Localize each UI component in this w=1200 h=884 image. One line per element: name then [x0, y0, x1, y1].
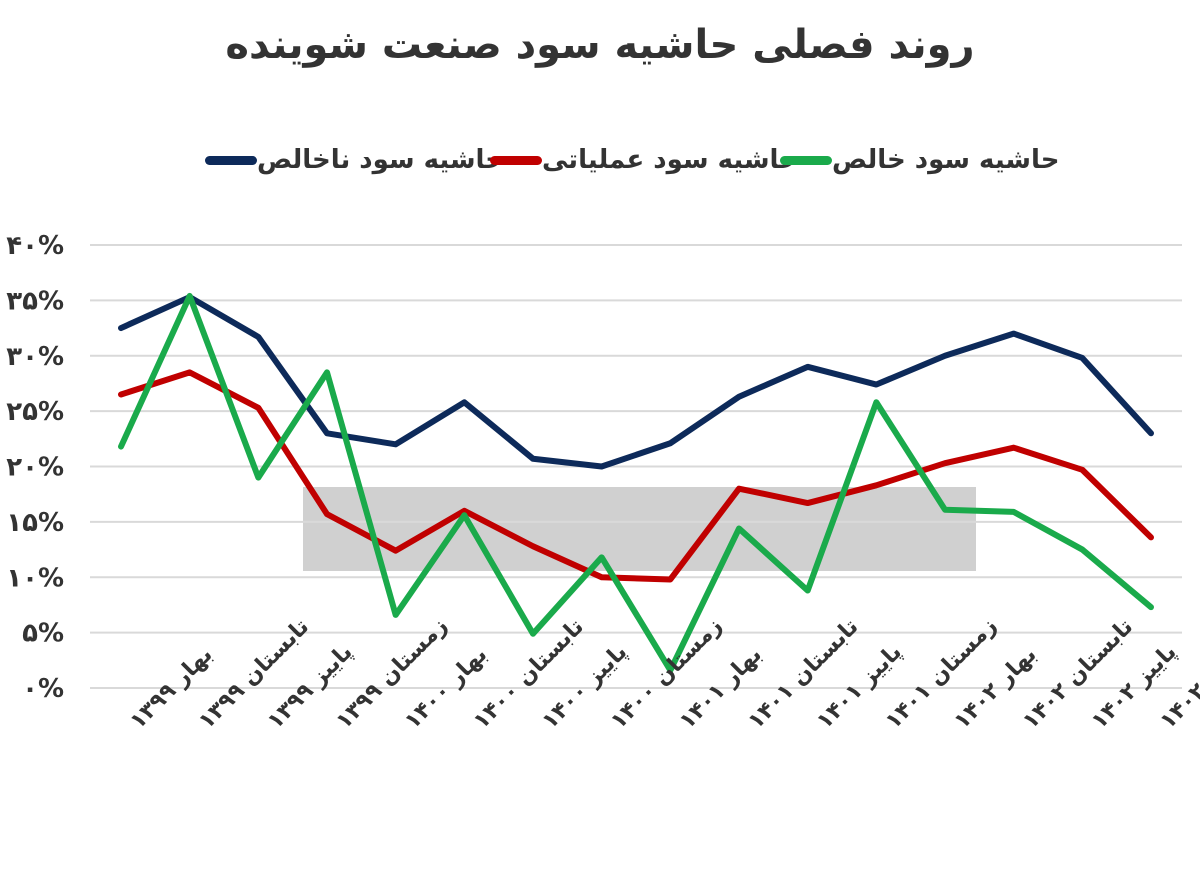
- data-point: [256, 334, 261, 339]
- data-point: [874, 400, 879, 405]
- data-point: [599, 555, 604, 560]
- data-point: [943, 353, 947, 358]
- data-point: [393, 442, 398, 447]
- data-point: [599, 464, 604, 469]
- grid-lines: [90, 244, 1182, 689]
- y-tick-label: ۰%: [22, 674, 64, 704]
- y-tick-label: ۱۰%: [6, 563, 64, 593]
- data-point: [462, 508, 467, 513]
- legend-item-operating: حاشیه سود عملیاتی: [490, 138, 798, 182]
- y-tick-label: ۵%: [22, 619, 64, 649]
- legend-swatch-net: [780, 155, 832, 165]
- data-point: [668, 577, 673, 582]
- data-point: [1149, 535, 1153, 540]
- data-point: [1080, 355, 1085, 360]
- data-point: [1149, 605, 1153, 610]
- legend-item-gross: حاشیه سود ناخالص: [205, 138, 504, 182]
- data-point: [325, 370, 329, 375]
- data-point: [805, 501, 810, 506]
- data-point: [737, 526, 741, 531]
- data-point: [119, 444, 123, 449]
- chart-title: روند فصلی حاشیه سود صنعت شوینده: [225, 22, 975, 68]
- data-point: [256, 475, 261, 480]
- watermark-band: [303, 487, 976, 571]
- data-point: [668, 441, 673, 446]
- legend-swatch-gross: [205, 155, 257, 165]
- data-point: [393, 612, 398, 617]
- legend-label-gross: حاشیه سود ناخالص: [257, 145, 505, 175]
- y-tick-label: ۲۰%: [6, 453, 64, 483]
- data-point: [874, 382, 879, 387]
- data-point: [393, 548, 398, 553]
- data-point: [325, 512, 329, 517]
- data-point: [1011, 509, 1016, 514]
- series-line-2: [118, 292, 1154, 674]
- data-point: [1149, 431, 1153, 436]
- series-line-1: [118, 369, 1154, 583]
- legend-label-net: حاشیه سود خالص: [832, 145, 1060, 175]
- data-point: [531, 631, 535, 636]
- y-tick-label: ۴۰%: [6, 231, 64, 261]
- data-point: [531, 456, 535, 461]
- data-point: [668, 668, 673, 673]
- data-point: [805, 588, 810, 593]
- data-point: [462, 400, 467, 405]
- y-tick-label: ۲۵%: [6, 397, 64, 427]
- data-point: [187, 293, 192, 298]
- data-point: [256, 405, 261, 410]
- data-point: [805, 364, 810, 369]
- y-axis-ticks: ۰% ۵% ۱۰% ۱۵% ۲۰% ۲۵% ۳۰% ۳۵% ۴۰%: [6, 231, 64, 704]
- data-point: [462, 513, 467, 518]
- y-tick-label: ۱۵%: [6, 508, 64, 538]
- data-point: [1011, 331, 1016, 336]
- legend-item-net: حاشیه سود خالص: [780, 138, 1060, 182]
- y-tick-label: ۳۵%: [6, 286, 64, 316]
- data-point: [119, 392, 123, 397]
- data-point: [325, 431, 329, 436]
- y-tick-label: ۳۰%: [6, 342, 64, 372]
- data-point: [187, 370, 192, 375]
- legend-label-operating: حاشیه سود عملیاتی: [542, 145, 799, 175]
- data-point: [737, 394, 741, 399]
- series-lines: [118, 292, 1154, 674]
- legend-swatch-operating: [490, 155, 542, 165]
- data-point: [737, 486, 741, 491]
- data-point: [599, 575, 604, 580]
- series-line-0: [118, 294, 1154, 470]
- data-point: [874, 483, 879, 488]
- data-point: [531, 544, 535, 549]
- data-point: [119, 326, 123, 331]
- data-point: [943, 507, 947, 512]
- data-point: [1080, 467, 1085, 472]
- data-point: [1080, 547, 1085, 552]
- chart-legend: حاشیه سود ناخالص حاشیه سود عملیاتی حاشیه…: [0, 138, 1200, 182]
- data-point: [943, 461, 947, 466]
- data-point: [1011, 445, 1016, 450]
